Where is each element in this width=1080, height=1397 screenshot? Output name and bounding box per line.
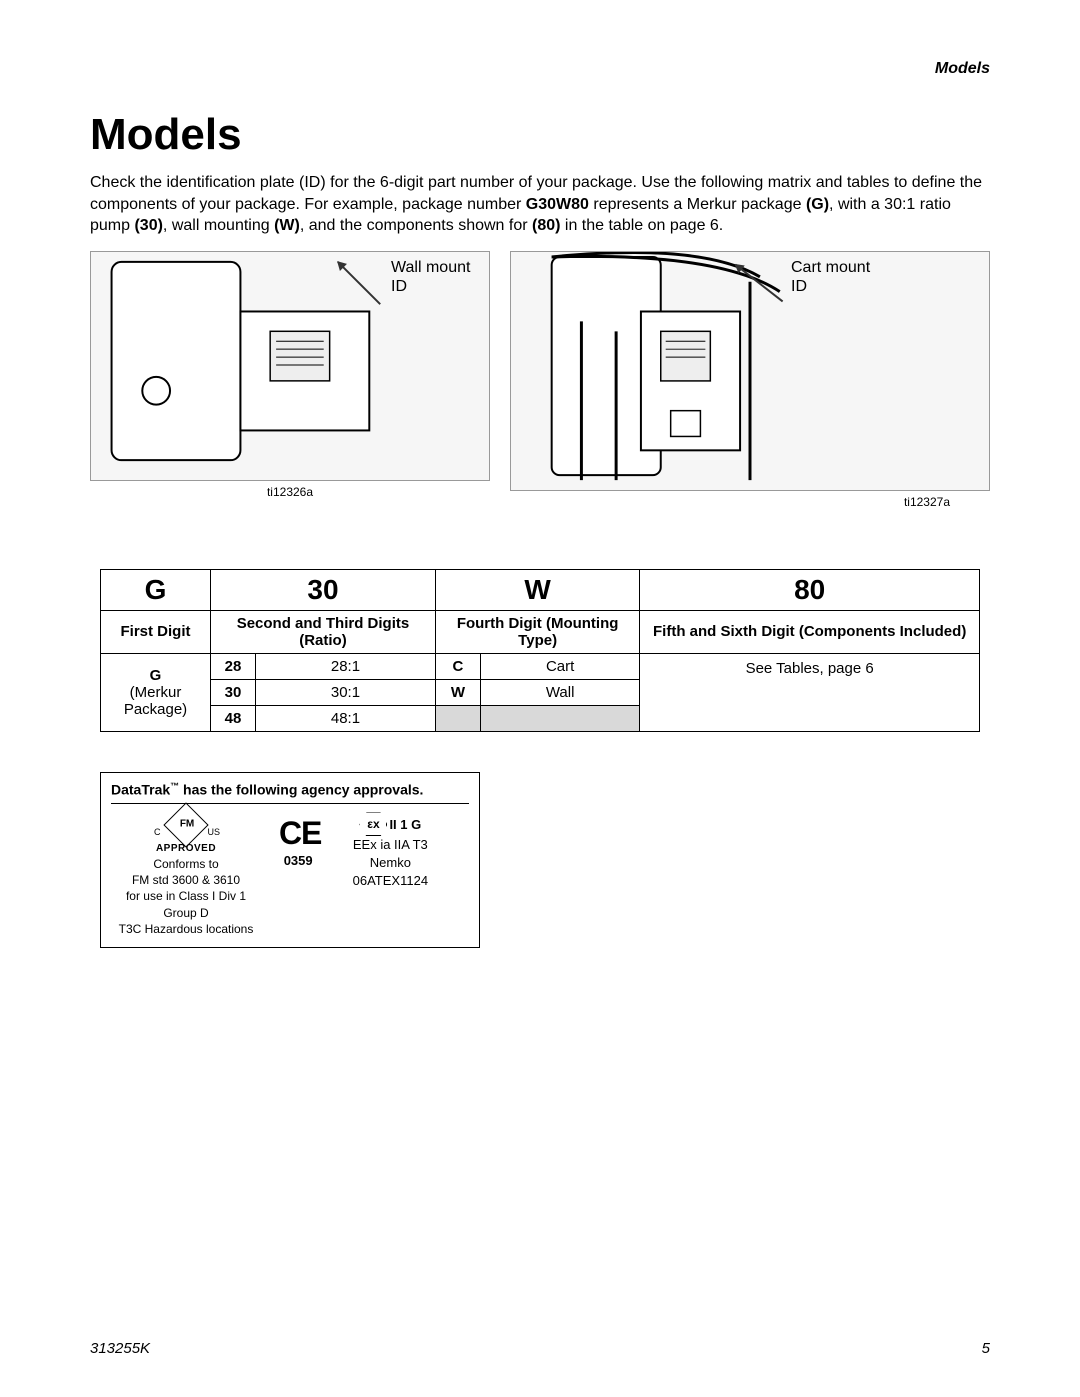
intro-text: represents a Merkur package — [589, 196, 806, 213]
fm-diamond-icon: FM — [163, 803, 208, 848]
matrix-header-row: First Digit Second and Third Digits (Rat… — [101, 610, 980, 653]
fm-us-label: US — [207, 826, 220, 838]
empty-cell — [480, 705, 639, 731]
footer-page-number: 5 — [982, 1340, 990, 1357]
matrix-header: Fifth and Sixth Digit (Components Includ… — [640, 610, 980, 653]
ratio-code: 28 — [211, 653, 256, 679]
first-digit-desc: (Merkur — [109, 684, 202, 701]
ce-number: 0359 — [279, 852, 317, 870]
matrix-header: Fourth Digit (Mounting Type) — [435, 610, 639, 653]
matrix-header: Second and Third Digits (Ratio) — [211, 610, 436, 653]
ce-approval: C E 0359 — [279, 812, 317, 869]
figure-row: Wall mount ID ti12326a — [90, 251, 990, 509]
figure-label-line: Cart mount — [791, 258, 870, 277]
ex-line: 06ATEX1124 — [335, 872, 445, 890]
intro-code: (W) — [274, 217, 300, 234]
fm-line: Group D — [111, 905, 261, 921]
matrix-example-row: G 30 W 80 — [101, 569, 980, 610]
fm-logo-icon: C FM US — [156, 812, 216, 838]
approvals-content: C FM US APPROVED Conforms to FM std 3600… — [111, 812, 469, 936]
table-row: G (Merkur Package) 28 28:1 C Cart See Ta… — [101, 653, 980, 679]
ex-approval: εxII 1 G EEx ia IIA T3 Nemko 06ATEX1124 — [335, 812, 445, 889]
fm-line: Conforms to — [111, 856, 261, 872]
fm-line: for use in Class I Div 1 — [111, 888, 261, 904]
model-matrix-table: G 30 W 80 First Digit Second and Third D… — [100, 569, 980, 732]
first-digit-code: G — [109, 667, 202, 684]
intro-text: in the table on page 6. — [560, 217, 723, 234]
figure-caption: ti12327a — [510, 495, 950, 509]
mount-code: C — [435, 653, 480, 679]
figure-label-line: ID — [391, 277, 470, 296]
trademark-symbol: ™ — [170, 781, 179, 791]
first-digit-desc: Package) — [109, 701, 202, 718]
cart-mount-drawing-icon — [511, 252, 989, 490]
matrix-header: First Digit — [101, 610, 211, 653]
intro-code: (G) — [806, 196, 829, 213]
figure-caption: ti12326a — [90, 485, 490, 499]
intro-code: (80) — [532, 217, 560, 234]
ratio-code: 30 — [211, 679, 256, 705]
figure-image-placeholder: Wall mount ID — [90, 251, 490, 481]
matrix-example-cell: G — [101, 569, 211, 610]
ratio-value: 28:1 — [256, 653, 436, 679]
mount-value: Cart — [480, 653, 639, 679]
components-cell: See Tables, page 6 — [640, 653, 980, 731]
intro-code: (30) — [134, 217, 162, 234]
approvals-title: DataTrak™ has the following agency appro… — [111, 781, 469, 805]
mount-code: W — [435, 679, 480, 705]
page-header-right: Models — [935, 60, 990, 78]
approvals-title-text: has the following agency approvals. — [179, 781, 423, 797]
intro-code: G30W80 — [526, 196, 589, 213]
empty-cell — [435, 705, 480, 731]
figure-label: Cart mount ID — [791, 258, 870, 296]
ex-line: EEx ia IIA T3 — [335, 836, 445, 854]
ratio-value: 48:1 — [256, 705, 436, 731]
ratio-code: 48 — [211, 705, 256, 731]
intro-text: , and the components shown for — [300, 217, 532, 234]
page-footer: 313255K 5 — [90, 1340, 990, 1357]
fm-c-label: C — [154, 826, 161, 838]
approvals-box: DataTrak™ has the following agency appro… — [100, 772, 480, 948]
ex-hex-icon: εx — [359, 812, 387, 836]
matrix-example-cell: 80 — [640, 569, 980, 610]
footer-doc-id: 313255K — [90, 1340, 150, 1357]
figure-label-line: Wall mount — [391, 258, 470, 277]
ex-class: II 1 G — [389, 816, 421, 834]
approvals-title-text: DataTrak — [111, 781, 170, 797]
page-title: Models — [90, 110, 990, 160]
fm-line: T3C Hazardous locations — [111, 921, 261, 937]
ce-logo-icon: C E — [279, 812, 317, 855]
fm-line: FM std 3600 & 3610 — [111, 872, 261, 888]
first-digit-cell: G (Merkur Package) — [101, 653, 211, 731]
figure-image-placeholder: Cart mount ID — [510, 251, 990, 491]
figure-label: Wall mount ID — [391, 258, 470, 296]
ex-line: Nemko — [335, 854, 445, 872]
ratio-value: 30:1 — [256, 679, 436, 705]
figure-label-line: ID — [791, 277, 870, 296]
intro-paragraph: Check the identification plate (ID) for … — [90, 172, 990, 237]
fm-approval: C FM US APPROVED Conforms to FM std 3600… — [111, 812, 261, 936]
figure-cart-mount: Cart mount ID ti12327a — [510, 251, 990, 509]
matrix-example-cell: 30 — [211, 569, 436, 610]
model-matrix: G 30 W 80 First Digit Second and Third D… — [100, 569, 980, 732]
fm-text: FM — [179, 818, 193, 832]
figure-wall-mount: Wall mount ID ti12326a — [90, 251, 490, 509]
mount-value: Wall — [480, 679, 639, 705]
ex-logo-row: εxII 1 G — [335, 812, 445, 836]
intro-text: , wall mounting — [163, 217, 274, 234]
matrix-example-cell: W — [435, 569, 639, 610]
